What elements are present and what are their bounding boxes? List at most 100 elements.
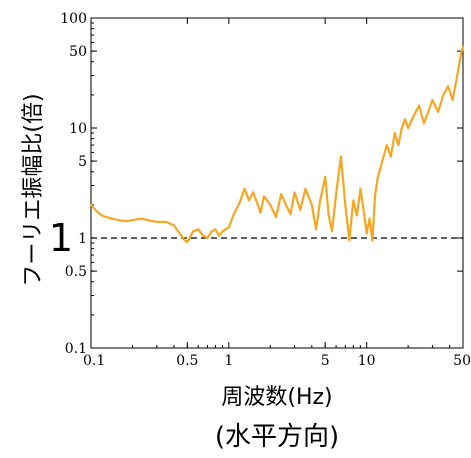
series-0-point-57 (371, 239, 374, 242)
y-tick-label-0: 0.1 (65, 341, 87, 357)
series-0-point-11 (173, 224, 175, 227)
y-axis-title: フーリエ振幅比(倍) (21, 93, 46, 286)
series-0-point-40 (304, 187, 307, 190)
series-0-point-3 (110, 217, 113, 220)
series-0-point-78 (459, 55, 462, 58)
series-0-point-5 (125, 220, 128, 223)
series-0-point-10 (165, 221, 167, 223)
reference-line-label: 1 (49, 216, 73, 260)
series-0-point-14 (186, 241, 189, 243)
series-0-point-6 (131, 219, 134, 222)
series-0-point-16 (192, 230, 194, 233)
series-0-point-52 (356, 214, 358, 217)
y-tick-label-6: 100 (60, 11, 87, 27)
series-0-point-33 (269, 203, 272, 206)
series-0-point-49 (344, 203, 347, 206)
series-0-point-8 (147, 219, 150, 222)
tick-layer: 0.1 0.5 1 5 10 50 0.1 0.5 1 5 10 50 100 (60, 11, 471, 369)
series-0-point-54 (362, 209, 365, 211)
x-axis-title: 周波数(Hz) (221, 385, 332, 410)
series-0-point-21 (214, 228, 217, 231)
series-0-point-64 (397, 144, 400, 146)
y-tick-label-1: 0.5 (65, 264, 87, 280)
series-0-point-30 (256, 201, 258, 204)
series-0-point-39 (299, 209, 302, 211)
series-0-point-68 (412, 114, 415, 117)
x-tick-label-4: 10 (358, 353, 376, 369)
series-0-point-72 (431, 99, 434, 101)
series-0-point-42 (315, 228, 318, 231)
series-0-point-1 (95, 210, 98, 213)
series-0-point-55 (365, 232, 368, 235)
series-0-point-7 (139, 217, 142, 220)
series-0-point-28 (248, 199, 250, 202)
series-0-point-61 (385, 144, 388, 146)
chart-caption: (水平方向) (215, 422, 339, 452)
series-0-point-17 (197, 228, 200, 231)
series-0-point-77 (455, 77, 458, 80)
series-0-point-60 (381, 160, 384, 163)
x-tick-label-2: 1 (224, 353, 233, 369)
y-tick-label-4: 10 (69, 121, 87, 137)
x-tick-label-3: 5 (321, 353, 330, 369)
series-0-point-74 (442, 93, 445, 96)
series-0-point-36 (285, 203, 287, 206)
series-0-point-25 (233, 211, 236, 214)
series-0-point-12 (178, 232, 181, 235)
series-0-point-59 (376, 177, 379, 180)
y-axis-title-group: フーリエ振幅比(倍) (21, 93, 46, 286)
series-0-point-32 (263, 195, 265, 198)
series-0-point-29 (252, 191, 255, 194)
series-0-point-79 (462, 45, 464, 48)
series-0-point-69 (418, 104, 420, 107)
series-0-point-2 (101, 214, 103, 217)
series-0-point-15 (188, 237, 191, 239)
series-0-point-56 (368, 217, 371, 220)
series-0-point-66 (404, 118, 406, 121)
series-0-point-58 (374, 195, 376, 198)
series-0-point-67 (407, 127, 410, 129)
x-tick-label-1: 0.5 (176, 353, 198, 369)
series-0-point-44 (324, 175, 327, 178)
series-0-point-38 (293, 191, 296, 194)
series-0-point-43 (319, 199, 322, 202)
series-0-point-26 (238, 201, 241, 204)
series-0-point-63 (393, 132, 396, 134)
series-layer (90, 45, 465, 244)
series-0-point-73 (437, 111, 440, 113)
series-0-point-13 (183, 239, 186, 242)
series-0-point-18 (202, 234, 204, 237)
series-0-point-9 (155, 221, 158, 223)
series-0-point-27 (243, 187, 246, 190)
series-0-point-22 (218, 234, 221, 237)
series-0-point-19 (206, 237, 209, 239)
series-0-point-71 (427, 111, 430, 113)
series-0-point-35 (280, 193, 283, 196)
series-0-point-0 (90, 203, 92, 206)
series-0-point-62 (390, 155, 392, 158)
series-0-point-70 (422, 122, 425, 125)
series-0-point-46 (331, 230, 333, 233)
y-tick-label-3: 5 (78, 154, 87, 170)
series-0-point-48 (339, 155, 342, 158)
series-0-point-41 (310, 203, 313, 206)
x-tick-label-5: 50 (453, 353, 471, 369)
x-tick-label-0: 0.1 (83, 353, 105, 369)
series-0-point-75 (447, 85, 450, 88)
series-0-point-20 (210, 230, 213, 233)
series-0-point-53 (359, 187, 362, 190)
series-line-0 (90, 46, 465, 244)
series-0-point-23 (221, 230, 224, 233)
plot-frame (90, 17, 464, 349)
series-0-point-31 (259, 211, 262, 214)
series-0-point-45 (327, 214, 330, 217)
series-0-point-4 (118, 219, 121, 222)
series-0-point-37 (289, 213, 292, 215)
series-0-point-50 (348, 239, 351, 242)
series-0-point-47 (335, 193, 337, 196)
series-0-point-34 (275, 216, 277, 218)
series-0-point-65 (400, 127, 403, 129)
series-0-point-76 (451, 99, 454, 101)
series-0-point-24 (227, 226, 230, 229)
